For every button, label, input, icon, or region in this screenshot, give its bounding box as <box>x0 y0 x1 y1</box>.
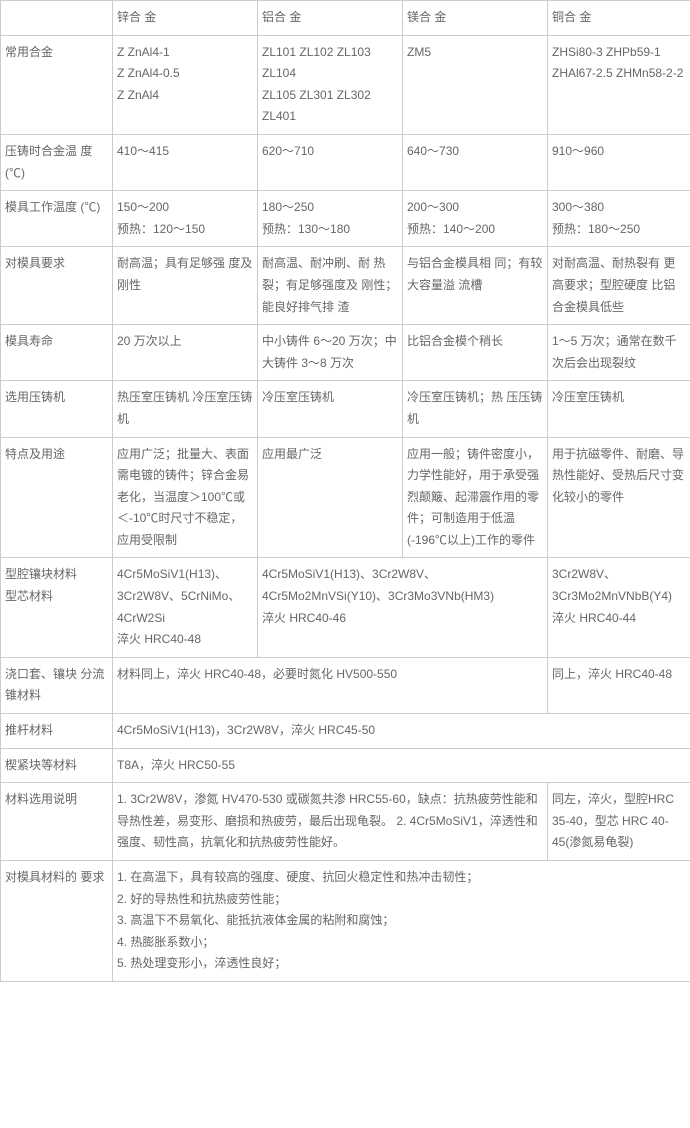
table-cell: 910～960 <box>548 134 690 190</box>
row-label: 常用合金 <box>1 35 113 134</box>
table-cell: 3Cr2W8V、3Cr3Mo2MnVNbB(Y4) 淬火 HRC40-44 <box>548 558 690 657</box>
table-cell: 620～710 <box>258 134 403 190</box>
row-label: 推杆材料 <box>1 714 113 749</box>
row-label: 对模具材料的 要求 <box>1 861 113 982</box>
table-cell: 应用一般；铸件密度小，力学性能好，用于承受强烈颠簸、起滞震作用的零件；可制造用于… <box>403 437 548 558</box>
table-cell: 冷压室压铸机 <box>258 381 403 437</box>
row-label: 模具工作温度 (℃) <box>1 191 113 247</box>
header-col-1: 锌合 金 <box>113 1 258 36</box>
header-col-2: 铝合 金 <box>258 1 403 36</box>
table-cell: 1. 在高温下，具有较高的强度、硬度、抗回火稳定性和热冲击韧性； 2. 好的导热… <box>113 861 690 982</box>
alloy-spec-table: 锌合 金铝合 金镁合 金铜合 金常用合金Z ZnAl4-1 Z ZnAl4-0.… <box>0 0 690 982</box>
row-label: 型腔镶块材料 型芯材料 <box>1 558 113 657</box>
table-cell: 材料同上，淬火 HRC40-48，必要时氮化 HV500-550 <box>113 657 548 713</box>
header-col-4: 铜合 金 <box>548 1 690 36</box>
table-cell: ZM5 <box>403 35 548 134</box>
table-cell: 热压室压铸机 冷压室压铸机 <box>113 381 258 437</box>
table-cell: 同左，淬火，型腔HRC 35-40，型芯 HRC 40-45(渗氮易龟裂) <box>548 783 690 861</box>
row-label: 模具寿命 <box>1 325 113 381</box>
row-label: 特点及用途 <box>1 437 113 558</box>
table-cell: 用于抗磁零件、耐磨、导热性能好、受热后尺寸变化较小的零件 <box>548 437 690 558</box>
table-cell: 1. 3Cr2W8V，渗氮 HV470-530 或碳氮共渗 HRC55-60，缺… <box>113 783 548 861</box>
row-label: 材料选用说明 <box>1 783 113 861</box>
header-empty <box>1 1 113 36</box>
table-cell: ZL101 ZL102 ZL103 ZL104 ZL105 ZL301 ZL30… <box>258 35 403 134</box>
table-cell: 应用最广泛 <box>258 437 403 558</box>
table-cell: 比铝合金模个稍长 <box>403 325 548 381</box>
table-cell: 对耐高温、耐热裂有 更高要求；型腔硬度 比铝合金模具低些 <box>548 247 690 325</box>
table-cell: 与铝合金模具相 同；有较大容量溢 流槽 <box>403 247 548 325</box>
table-cell: 4Cr5MoSiV1(H13)，3Cr2W8V，淬火 HRC45-50 <box>113 714 690 749</box>
table-cell: 应用广泛；批量大、表面需电镀的铸件；锌合金易老化，当温度＞100℃或＜-10℃时… <box>113 437 258 558</box>
table-cell: 4Cr5MoSiV1(H13)、3Cr2W8V、5CrNiMo、4CrW2Si … <box>113 558 258 657</box>
row-label: 楔紧块等材料 <box>1 748 113 783</box>
row-label: 选用压铸机 <box>1 381 113 437</box>
table-cell: 150～200 预热：120～150 <box>113 191 258 247</box>
table-cell: ZHSi80-3 ZHPb59-1 ZHAl67-2.5 ZHMn58-2-2 <box>548 35 690 134</box>
table-cell: 1～5 万次；通常在数千次后会出现裂纹 <box>548 325 690 381</box>
row-label: 对模具要求 <box>1 247 113 325</box>
row-label: 压铸时合金温 度(℃) <box>1 134 113 190</box>
table-cell: 同上，淬火 HRC40-48 <box>548 657 690 713</box>
table-cell: 耐高温、耐冲刷、耐 热裂；有足够强度及 刚性；能良好排气排 渣 <box>258 247 403 325</box>
table-cell: 冷压室压铸机；热 压压铸机 <box>403 381 548 437</box>
table-cell: 4Cr5MoSiV1(H13)、3Cr2W8V、4Cr5Mo2MnVSi(Y10… <box>258 558 548 657</box>
table-cell: 20 万次以上 <box>113 325 258 381</box>
table-cell: Z ZnAl4-1 Z ZnAl4-0.5 Z ZnAl4 <box>113 35 258 134</box>
table-cell: T8A，淬火 HRC50-55 <box>113 748 690 783</box>
table-cell: 640～730 <box>403 134 548 190</box>
table-cell: 200～300 预热：140～200 <box>403 191 548 247</box>
table-cell: 410～415 <box>113 134 258 190</box>
table-cell: 180～250 预热：130～180 <box>258 191 403 247</box>
row-label: 浇口套、镶块 分流锥材料 <box>1 657 113 713</box>
table-cell: 300～380 预热：180～250 <box>548 191 690 247</box>
table-cell: 耐高温；具有足够强 度及刚性 <box>113 247 258 325</box>
header-col-3: 镁合 金 <box>403 1 548 36</box>
table-cell: 冷压室压铸机 <box>548 381 690 437</box>
table-cell: 中小铸件 6～20 万次；中大铸件 3～8 万次 <box>258 325 403 381</box>
